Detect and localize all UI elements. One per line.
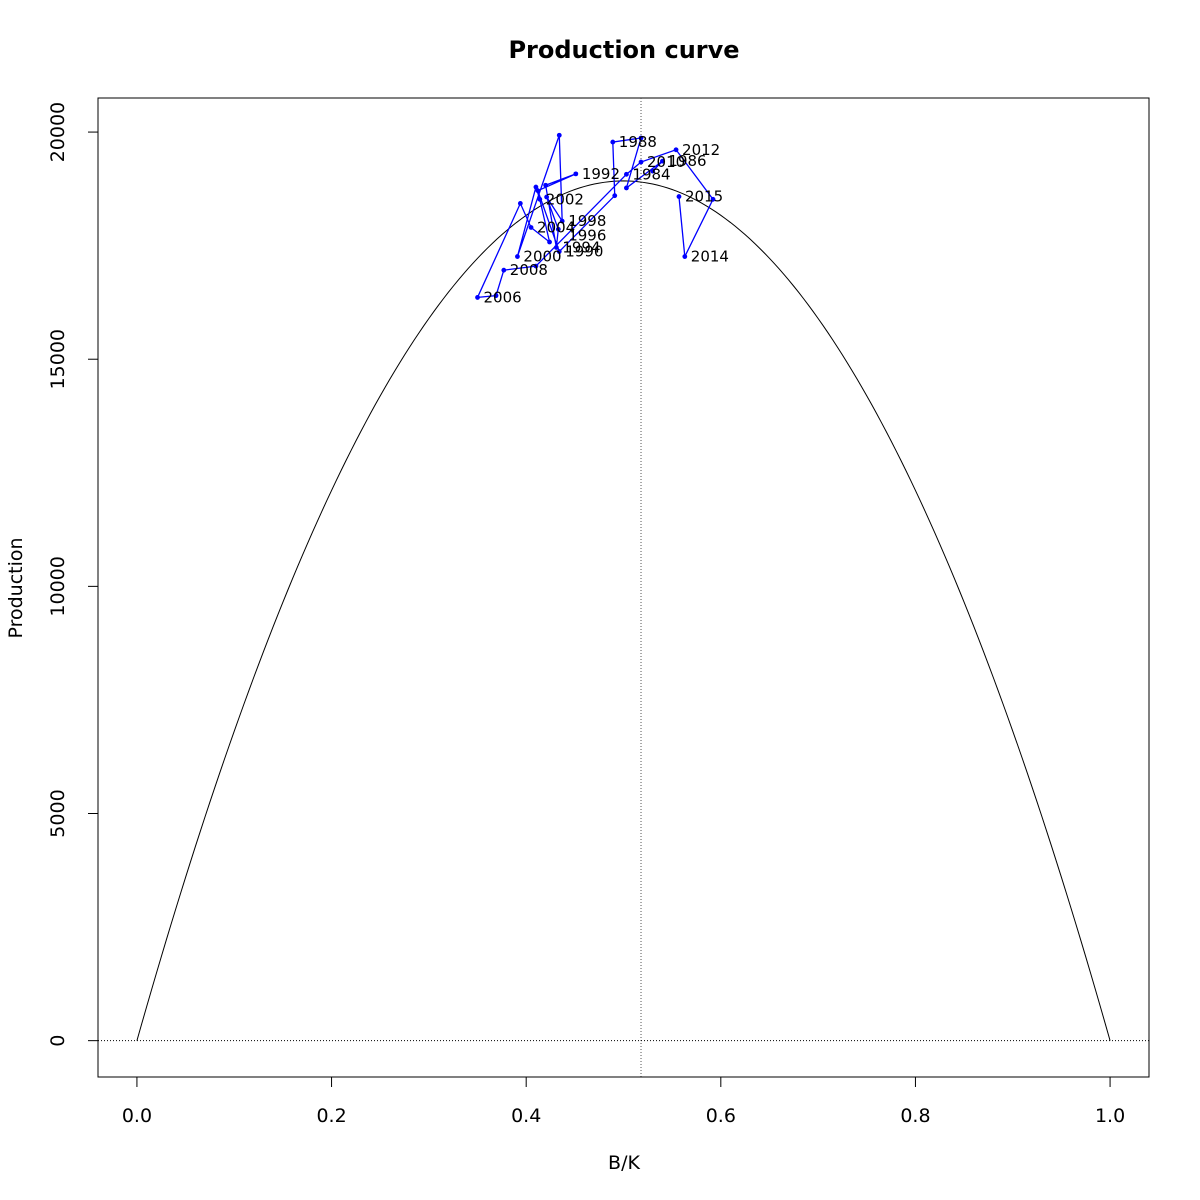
year-label-1996: 1996 (568, 227, 606, 245)
year-label-2002: 2002 (546, 190, 584, 208)
year-label-2010: 2010 (647, 153, 685, 171)
data-point (555, 226, 561, 232)
data-point (610, 139, 616, 145)
biomass-production-series (475, 132, 716, 300)
year-label-2000: 2000 (523, 248, 561, 266)
data-point (556, 132, 562, 138)
data-point (501, 267, 507, 273)
data-point (612, 193, 618, 199)
reference-lines (98, 98, 1149, 1077)
data-point (475, 295, 480, 300)
x-axis: 0.0 0.2 0.4 0.6 0.8 1.0 (122, 1076, 1125, 1127)
data-point (515, 254, 520, 259)
data-point (624, 185, 629, 191)
data-point (573, 171, 579, 177)
data-point (517, 200, 523, 206)
data-point (559, 218, 565, 224)
year-label-2004: 2004 (537, 218, 575, 236)
data-point (673, 147, 679, 153)
y-tick-label: 0 (47, 1035, 69, 1047)
data-point (547, 239, 552, 245)
year-label-1988: 1988 (619, 133, 657, 151)
year-label-2015: 2015 (685, 188, 723, 206)
data-point (544, 194, 550, 200)
y-tick-label: 20000 (47, 102, 69, 162)
y-axis: 0 5000 10000 15000 20000 (47, 102, 99, 1047)
data-point (553, 245, 559, 250)
chart-title: Production curve (508, 36, 739, 64)
x-tick-label: 0.4 (511, 1105, 541, 1127)
year-label-1984: 1984 (632, 165, 670, 183)
x-tick-label: 0.0 (122, 1105, 152, 1127)
data-point (660, 158, 665, 164)
data-point (556, 249, 562, 254)
plot-frame (97, 97, 1150, 1078)
x-tick-label: 0.2 (316, 1105, 346, 1127)
production-curve-line (136, 180, 1111, 1041)
data-point (528, 225, 534, 230)
data-point (543, 182, 549, 188)
data-point (638, 159, 644, 165)
x-tick-label: 1.0 (1095, 1105, 1125, 1127)
data-point (533, 263, 539, 269)
data-point (624, 171, 629, 177)
production-curve (136, 180, 1111, 1041)
year-label-1992: 1992 (582, 165, 620, 183)
data-point (676, 194, 682, 199)
year-label-1986: 1986 (668, 152, 706, 170)
y-tick-label: 15000 (47, 329, 69, 389)
year-label-2012: 2012 (682, 141, 720, 159)
year-label-1994: 1994 (562, 238, 600, 256)
data-point (535, 188, 541, 194)
year-label-2014: 2014 (691, 248, 729, 266)
data-point (682, 254, 688, 259)
y-tick-label: 10000 (47, 556, 69, 616)
x-tick-label: 0.6 (706, 1105, 736, 1127)
data-point (493, 293, 499, 299)
data-point (537, 196, 543, 202)
data-point (710, 196, 716, 202)
x-tick-label: 0.8 (900, 1105, 930, 1127)
year-label-2006: 2006 (484, 288, 522, 306)
year-label-2008: 2008 (510, 261, 548, 279)
data-point (650, 168, 656, 174)
data-point (638, 135, 644, 141)
x-axis-label: B/K (608, 1152, 640, 1174)
year-label-1998: 1998 (568, 212, 606, 230)
y-axis-label: Production (5, 537, 27, 638)
y-tick-label: 5000 (47, 789, 69, 837)
data-point (533, 184, 539, 190)
year-label-1990: 1990 (565, 243, 603, 261)
